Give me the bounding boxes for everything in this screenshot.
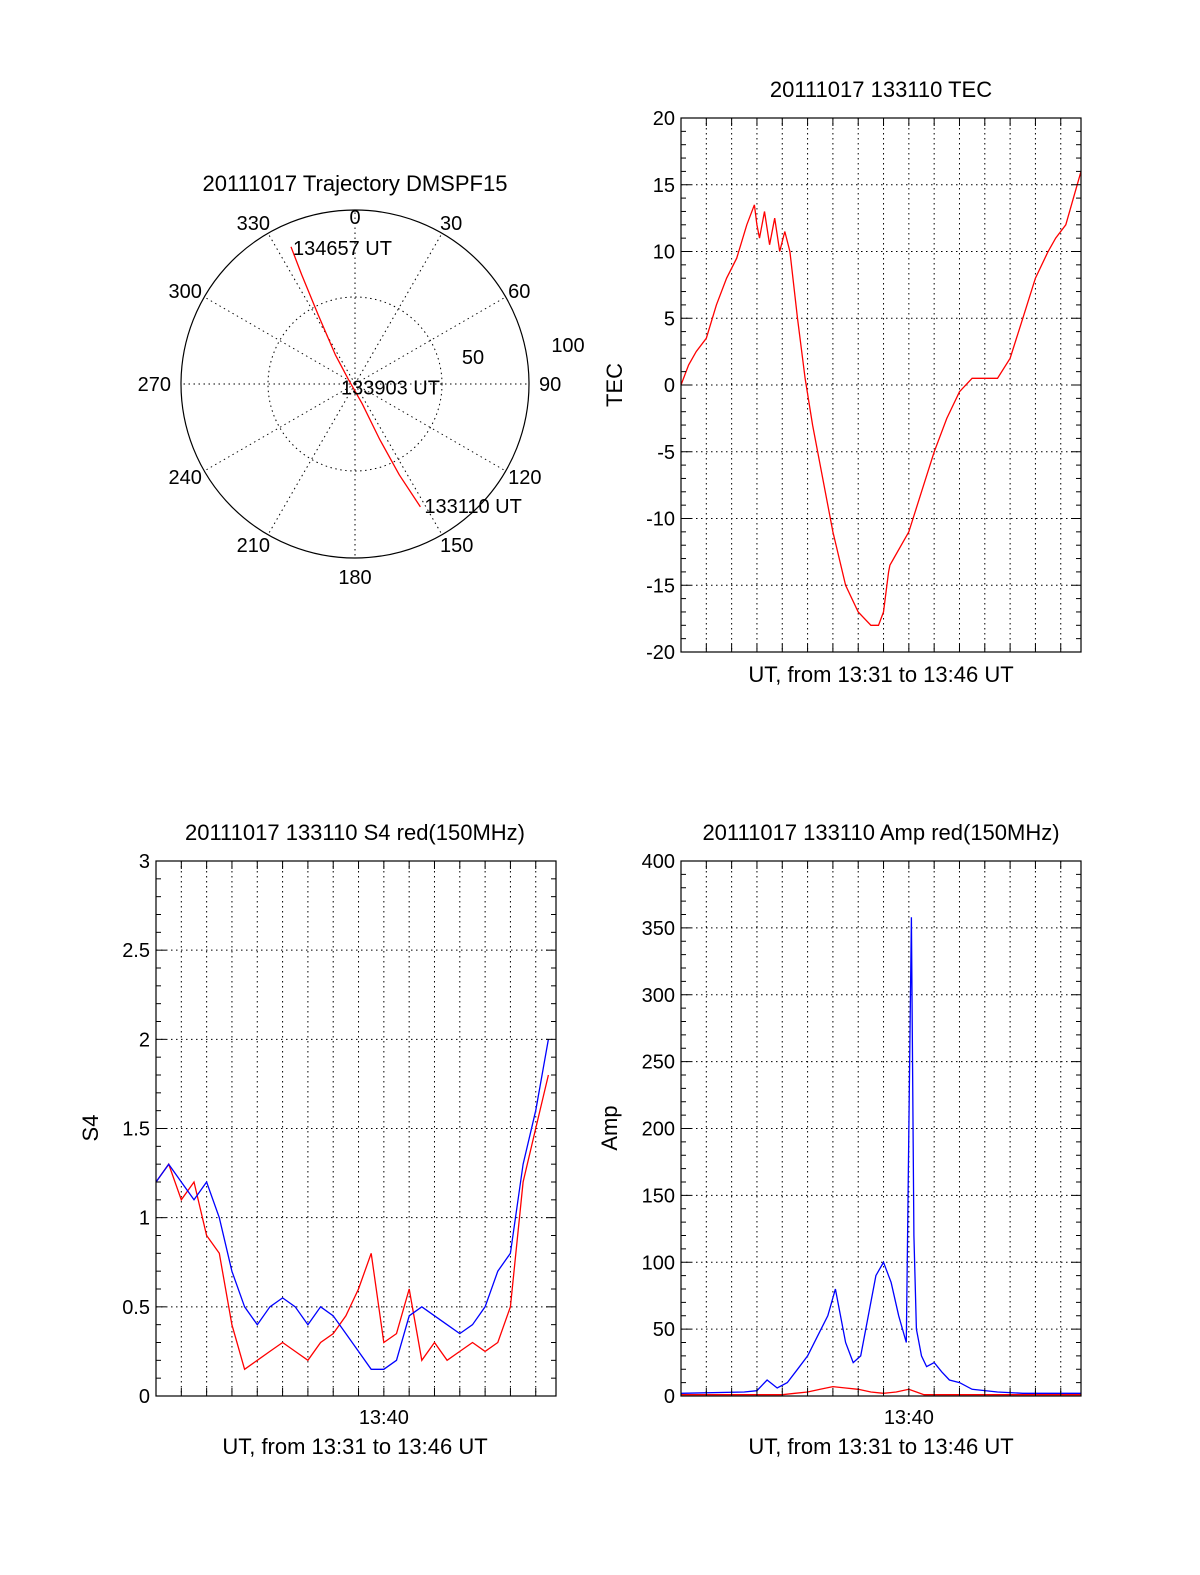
tec-title: 20111017 133110 TEC [770, 77, 992, 102]
s4-ytick-label: 1.5 [122, 1119, 150, 1141]
s4-series [156, 1039, 548, 1369]
tec-grid [681, 118, 1081, 652]
polar-azimuth-label-30: 30 [440, 213, 462, 235]
amp-ytick-label: 350 [642, 918, 675, 940]
polar-azimuth-label-60: 60 [508, 281, 530, 303]
s4-ytick-label: 2 [139, 1029, 150, 1051]
tec-series-1 [681, 171, 1081, 625]
amp-chart: 20111017 133110 Amp red(150MHz) 0 50 100 15… [597, 820, 1081, 1459]
tec-ytick-label: -5 [657, 442, 675, 464]
tec-series [681, 171, 1081, 625]
s4-xtick-label: 13:40 [359, 1407, 409, 1429]
polar-azimuth-label-0: 0 [349, 207, 360, 229]
tec-ytick-label: 0 [664, 375, 675, 397]
tec-ytick-labels: -20 -15 -10 -5 0 5 10 15 20 [646, 108, 675, 664]
tec-ytick-label: 5 [664, 308, 675, 330]
polar-spoke-240 [204, 384, 355, 471]
amp-ytick-label: 300 [642, 985, 675, 1007]
s4-ytick-label: 3 [139, 851, 150, 873]
amp-xtick-label: 13:40 [884, 1407, 934, 1429]
polar-trajectory-chart: 20111017 Trajectory DMSPF15 0 30 60 90 120 15… [138, 171, 585, 589]
polar-spoke-210 [268, 384, 355, 535]
amp-xlabel: UT, from 13:31 to 13:46 UT [748, 1434, 1013, 1459]
s4-series-2 [156, 1039, 548, 1369]
polar-azimuth-label-300: 300 [169, 281, 202, 303]
amp-title: 20111017 133110 Amp red(150MHz) [702, 820, 1059, 845]
polar-azimuth-label-330: 330 [237, 213, 270, 235]
s4-xlabel: UT, from 13:31 to 13:46 UT [222, 1434, 487, 1459]
polar-radial-label-100: 100 [551, 335, 584, 357]
s4-ylabel: S4 [78, 1115, 103, 1142]
s4-xtick-labels: 13:40 [359, 1407, 409, 1429]
amp-series [681, 917, 1081, 1394]
polar-azimuth-label-120: 120 [508, 467, 541, 489]
polar-azimuth-label-270: 270 [138, 374, 171, 396]
amp-ytick-label: 400 [642, 851, 675, 873]
amp-ytick-label: 50 [653, 1319, 675, 1341]
polar-azimuth-label-150: 150 [440, 535, 473, 557]
s4-ytick-label: 0 [139, 1386, 150, 1408]
amp-grid [681, 861, 1081, 1396]
tec-ytick-label: 15 [653, 175, 675, 197]
polar-radial-label-50: 50 [462, 347, 484, 369]
polar-spoke-300 [204, 297, 355, 384]
s4-chart: 20111017 133110 S4 red(150MHz) 0 0.5 1 1.5 2… [78, 820, 556, 1459]
amp-xtick-labels: 13:40 [884, 1407, 934, 1429]
amp-ytick-label: 200 [642, 1119, 675, 1141]
polar-azimuth-label-180: 180 [338, 567, 371, 589]
tec-ytick-label: 10 [653, 242, 675, 264]
polar-azimuth-label-90: 90 [539, 374, 561, 396]
tec-ytick-label: -20 [646, 642, 675, 664]
tec-chart: 20111017 133110 TEC -20-15-10-505101520 … [602, 77, 1081, 687]
amp-ytick-label: 150 [642, 1185, 675, 1207]
tec-ytick-label: 20 [653, 108, 675, 130]
polar-annotation-2: 133903 UT [341, 378, 440, 400]
polar-title: 20111017 Trajectory DMSPF15 [203, 171, 508, 196]
s4-ytick-label: 0.5 [122, 1297, 150, 1319]
amp-ylabel: Amp [597, 1105, 622, 1150]
tec-ytick-label: -10 [646, 509, 675, 531]
s4-ytick-label: 2.5 [122, 940, 150, 962]
s4-ytick-labels: 0 0.5 1 1.5 2 2.5 3 [122, 851, 150, 1408]
tec-ytick-label: -15 [646, 575, 675, 597]
polar-annotation-1: 134657 UT [293, 238, 392, 260]
tec-ylabel: TEC [602, 363, 627, 407]
polar-azimuth-label-240: 240 [169, 467, 202, 489]
s4-grid [156, 861, 556, 1396]
amp-series-2 [681, 917, 1081, 1393]
s4-ytick-label: 1 [139, 1208, 150, 1230]
tec-xlabel: UT, from 13:31 to 13:46 UT [748, 662, 1013, 687]
amp-ytick-label: 0 [664, 1386, 675, 1408]
polar-azimuth-label-210: 210 [237, 535, 270, 557]
polar-annotation-3: 133110 UT [424, 496, 521, 518]
s4-series-1 [156, 1075, 548, 1369]
polar-annotations: 134657 UT 133903 UT 133110 UT [293, 238, 522, 518]
s4-title: 20111017 133110 S4 red(150MHz) [185, 820, 525, 845]
amp-ytick-label: 100 [642, 1252, 675, 1274]
amp-ytick-labels: 0 50 100 150 200 250 300 350 400 [642, 851, 675, 1408]
amp-ytick-label: 250 [642, 1052, 675, 1074]
